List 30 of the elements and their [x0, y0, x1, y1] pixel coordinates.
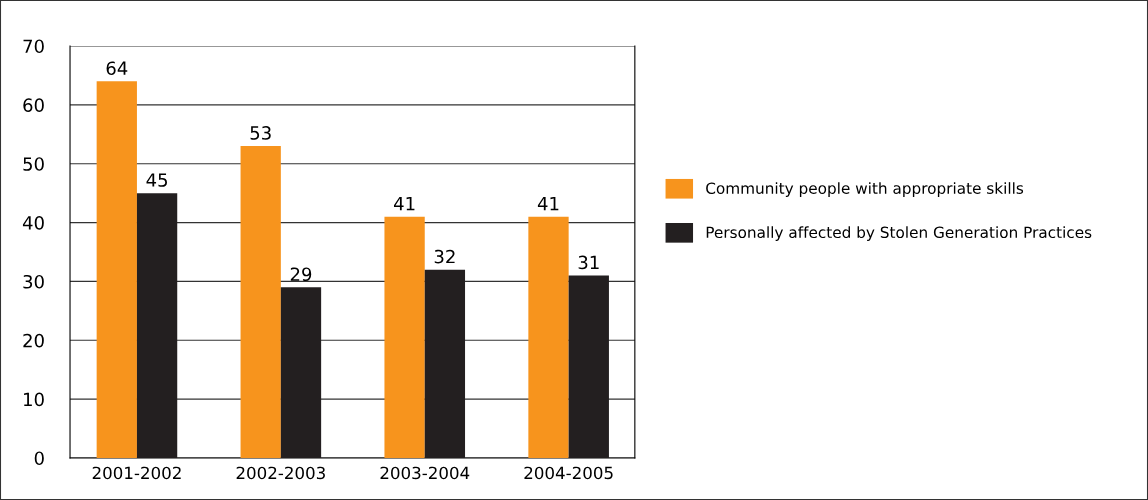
y-tick-label: 20	[23, 333, 44, 348]
bar	[280, 287, 322, 458]
bar	[568, 275, 609, 458]
y-tick-label: 50	[23, 157, 44, 171]
data-label: 64	[106, 61, 128, 76]
y-tick-label: 40	[22, 216, 44, 230]
bar	[240, 146, 281, 458]
bar	[384, 216, 425, 458]
x-tick-label: 2004-2005	[524, 466, 613, 480]
data-label: 32	[434, 249, 455, 264]
legend-label: Community people with appropriate skills	[706, 182, 1024, 197]
bar	[424, 269, 466, 458]
y-tick-label: 30	[23, 274, 44, 289]
data-label: 41	[394, 196, 415, 211]
data-label: 29	[290, 267, 312, 282]
x-tick-label: 2001-2002	[92, 466, 181, 480]
data-label: 45	[146, 173, 167, 187]
bar	[136, 193, 178, 458]
x-tick-label: 2002-2003	[236, 466, 325, 480]
data-label: 41	[537, 196, 559, 211]
y-tick-label: 70	[23, 39, 44, 54]
y-tick-label: 60	[23, 98, 44, 112]
data-label: 53	[250, 126, 271, 140]
data-label: 31	[578, 255, 599, 270]
y-tick-label: 10	[24, 392, 44, 407]
bar	[96, 81, 137, 458]
x-tick-label: 2003-2004	[380, 466, 470, 480]
bar	[528, 216, 569, 458]
legend-label: Personally affected by Stolen Generation Practices	[706, 226, 1092, 242]
y-tick-label: 0	[34, 451, 44, 466]
